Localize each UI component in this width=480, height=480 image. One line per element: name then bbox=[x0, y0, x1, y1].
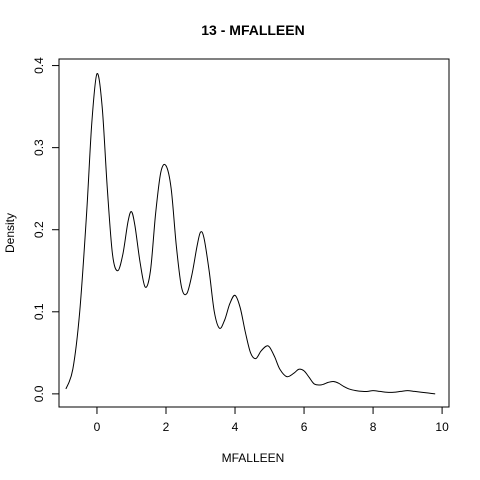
x-tick-label: 0 bbox=[94, 420, 101, 434]
y-tick-label: 0.1 bbox=[32, 303, 46, 320]
x-axis: 0 2 4 6 8 10 bbox=[94, 406, 449, 434]
y-axis-label: Density bbox=[3, 213, 17, 253]
y-tick-label: 0.2 bbox=[32, 221, 46, 238]
x-tick-label: 6 bbox=[301, 420, 308, 434]
density-curve bbox=[65, 73, 436, 395]
y-tick-label: 0.0 bbox=[32, 385, 46, 402]
x-axis-label: MFALLEEN bbox=[222, 451, 285, 465]
x-tick-label: 8 bbox=[370, 420, 377, 434]
y-axis: 0.0 0.1 0.2 0.3 0.4 bbox=[32, 57, 60, 402]
x-tick-label: 2 bbox=[163, 420, 170, 434]
y-tick-label: 0.4 bbox=[32, 57, 46, 74]
plot-frame bbox=[58, 58, 450, 408]
x-tick-label: 4 bbox=[232, 420, 239, 434]
chart-title: 13 - MFALLEEN bbox=[201, 22, 304, 38]
x-tick-label: 10 bbox=[435, 420, 449, 434]
y-tick-label: 0.3 bbox=[32, 139, 46, 156]
